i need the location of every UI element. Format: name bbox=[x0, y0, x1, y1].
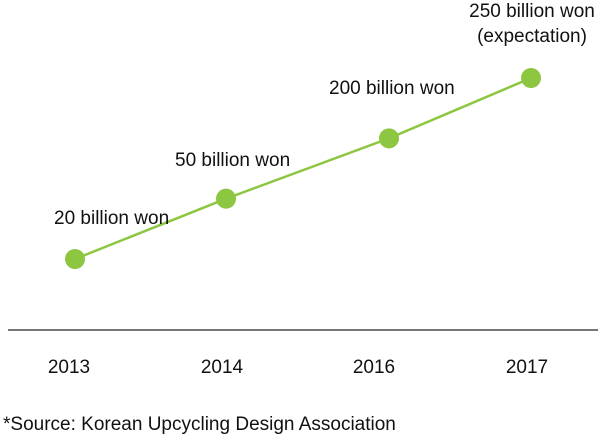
data-label-2014: 50 billion won bbox=[175, 150, 290, 171]
data-point-2016 bbox=[379, 128, 399, 149]
data-label-2016: 200 billion won bbox=[329, 78, 455, 99]
source-note: *Source: Korean Upcycling Design Associa… bbox=[3, 414, 396, 435]
data-point-2013 bbox=[65, 249, 85, 269]
x-tick-label-2017: 2017 bbox=[506, 357, 548, 378]
data-label-2017: 250 billion won (expectation) bbox=[469, 1, 595, 47]
data-label-line: 50 billion won bbox=[175, 150, 290, 171]
data-label-line: 200 billion won bbox=[329, 78, 455, 99]
data-point-2017 bbox=[521, 68, 541, 88]
data-label-line: (expectation) bbox=[477, 26, 587, 47]
data-label-2013: 20 billion won bbox=[54, 208, 169, 229]
x-tick-label-2014: 2014 bbox=[201, 357, 244, 378]
x-tick-label-group: 2013 2014 2016 2017 bbox=[48, 357, 548, 378]
x-tick-label-2013: 2013 bbox=[48, 357, 90, 378]
series-line-group bbox=[74, 76, 532, 261]
data-point-group bbox=[65, 68, 541, 269]
data-label-line: 20 billion won bbox=[54, 208, 169, 229]
data-label-group: 20 billion won 50 billion won 200 billion … bbox=[54, 1, 595, 229]
series-line bbox=[74, 76, 532, 261]
x-tick-label-2016: 2016 bbox=[353, 357, 395, 378]
data-label-line: 250 billion won bbox=[469, 1, 595, 22]
data-point-2014 bbox=[216, 188, 236, 209]
